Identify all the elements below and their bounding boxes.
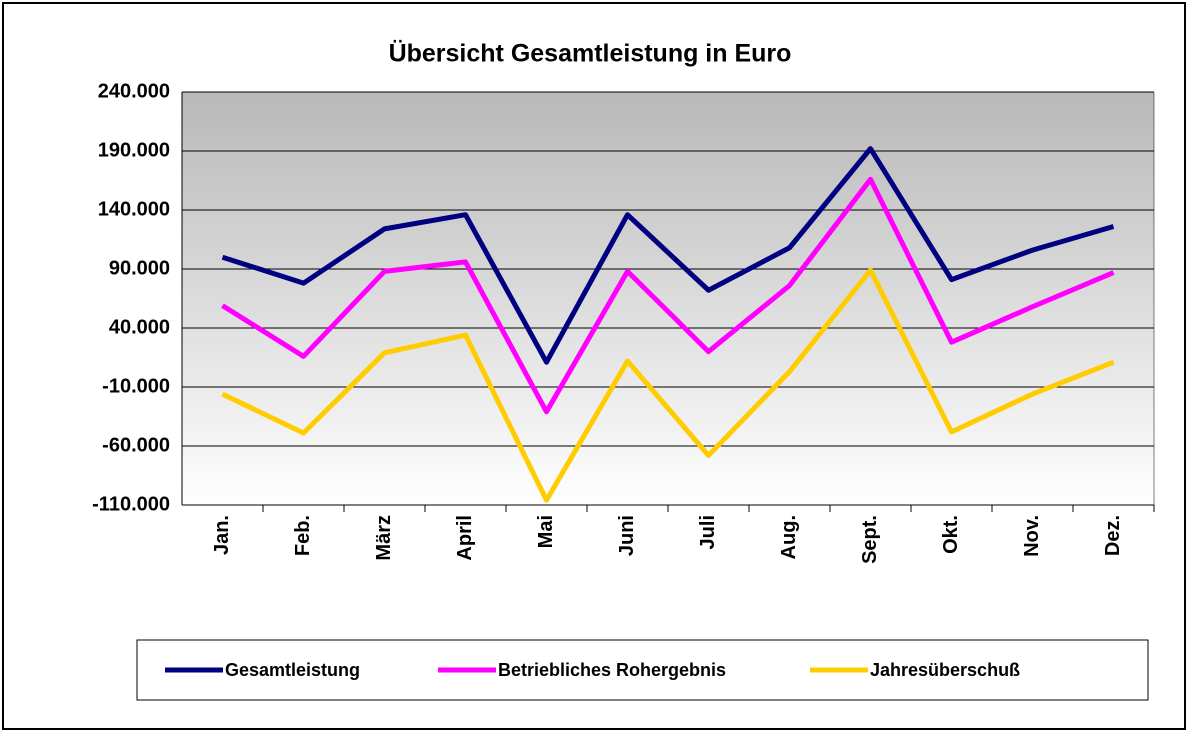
legend-label: Jahresüberschuß (870, 660, 1020, 680)
x-tick-label: Dez. (1102, 515, 1124, 556)
chart-title: Übersicht Gesamtleistung in Euro (389, 39, 792, 68)
y-tick-label: -10.000 (102, 375, 170, 397)
series-line (221, 146, 1115, 365)
x-tick-label: Feb. (292, 515, 314, 556)
legend (136, 639, 1149, 701)
x-tick-label: Okt. (940, 515, 962, 554)
x-tick-label: März (373, 515, 395, 561)
y-tick-label: 140.000 (98, 198, 170, 220)
legend-label: Betriebliches Rohergebnis (498, 660, 726, 680)
x-tick-label: Juni (616, 515, 638, 556)
y-tick-label: 90.000 (109, 257, 170, 279)
x-tick-label: Nov. (1021, 515, 1043, 557)
y-tick-label: -60.000 (102, 434, 170, 456)
y-tick-label: -110.000 (92, 493, 170, 515)
y-tick-label: 190.000 (98, 139, 170, 161)
x-tick-label: Mai (535, 515, 557, 548)
x-tick-label: Aug. (778, 515, 800, 559)
plot-area (182, 92, 1154, 505)
x-tick-label: Jan. (211, 515, 233, 555)
legend-label: Gesamtleistung (225, 660, 360, 680)
x-tick-label: April (454, 515, 476, 561)
y-tick-label: 240.000 (98, 80, 170, 102)
series-line (221, 267, 1115, 503)
x-tick-label: Sept. (859, 515, 881, 564)
series-line (221, 176, 1115, 415)
y-tick-label: 40.000 (109, 316, 170, 338)
x-tick-label: Juli (697, 515, 719, 549)
